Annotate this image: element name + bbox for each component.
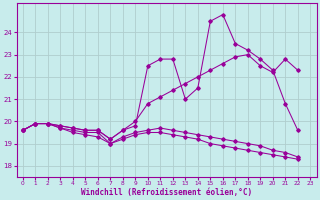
X-axis label: Windchill (Refroidissement éolien,°C): Windchill (Refroidissement éolien,°C) [81,188,252,197]
